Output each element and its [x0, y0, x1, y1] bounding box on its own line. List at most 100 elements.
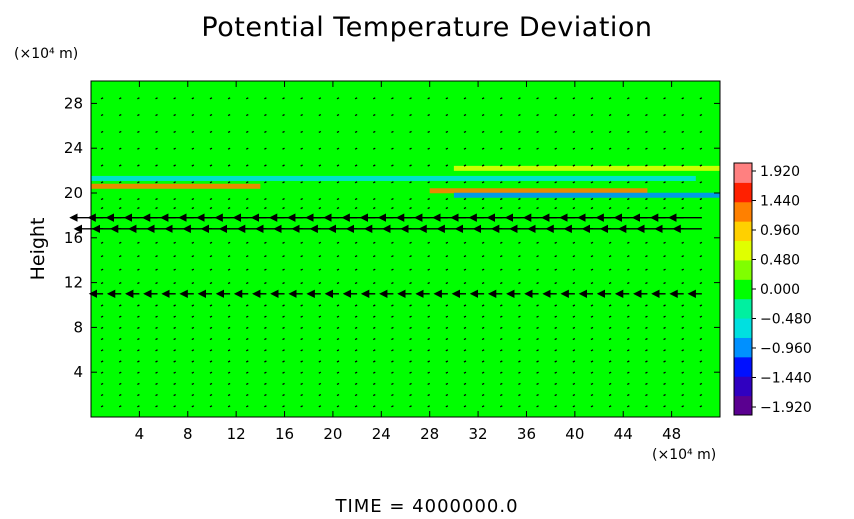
- y-tick-label: 24: [64, 139, 83, 157]
- wind-arrow: [155, 349, 158, 352]
- wind-arrow: [282, 371, 285, 374]
- wind-arrow: [536, 326, 539, 329]
- wind-arrow: [137, 206, 140, 210]
- wind-arrow: [518, 394, 521, 397]
- wind-arrow: [100, 405, 104, 408]
- wind-arrow: [372, 147, 376, 150]
- wind-arrow: [645, 241, 648, 244]
- wind-arrow: [155, 147, 158, 150]
- wind-arrow: [626, 147, 630, 150]
- wind-arrow: [318, 338, 322, 341]
- wind-arrow: [209, 241, 213, 244]
- wind-arrow: [118, 97, 122, 100]
- wind-arrow: [427, 326, 430, 329]
- wind-arrow: [626, 181, 630, 184]
- x-tick-label: 8: [183, 425, 193, 443]
- wind-arrow: [118, 241, 122, 244]
- wind-arrow: [100, 164, 104, 167]
- wind-arrow: [409, 255, 412, 258]
- wind-arrow: [590, 315, 594, 318]
- wind-arrow: [372, 114, 376, 117]
- wind-arrow: [354, 114, 358, 117]
- wind-arrow: [300, 241, 303, 244]
- wind-arrow: [354, 326, 358, 329]
- wind-arrow: [536, 349, 539, 352]
- wind-arrow: [245, 255, 249, 258]
- wind-arrow: [663, 147, 666, 150]
- wind-arrow: [427, 206, 430, 210]
- wind-arrow: [354, 371, 358, 374]
- wind-arrow: [155, 338, 158, 341]
- wind-arrow: [427, 405, 430, 408]
- wind-arrow: [445, 268, 449, 271]
- wind-arrow: [481, 268, 485, 271]
- wind-arrow: [681, 315, 685, 318]
- wind-arrow: [626, 241, 630, 244]
- colorbar-swatch: [734, 201, 752, 222]
- wind-arrow: [391, 349, 394, 352]
- wind-arrow: [554, 97, 557, 100]
- wind-arrow: [118, 304, 122, 307]
- wind-arrow: [608, 326, 612, 329]
- wind-arrow: [699, 371, 703, 374]
- wind-arrow: [173, 181, 176, 184]
- wind-arrow: [572, 326, 576, 329]
- wind-arrow: [118, 382, 122, 385]
- wind-arrow: [227, 268, 231, 271]
- wind-arrow: [118, 349, 122, 352]
- colorbar-swatch: [734, 356, 752, 377]
- wind-arrow: [536, 282, 539, 285]
- wind-arrow: [336, 147, 340, 150]
- wind-arrow: [336, 282, 340, 285]
- wind-arrow: [681, 241, 685, 244]
- wind-arrow: [245, 304, 249, 307]
- wind-arrow: [699, 206, 703, 210]
- wind-arrow: [391, 360, 394, 363]
- wind-arrow: [318, 282, 322, 285]
- wind-arrow: [391, 97, 394, 100]
- wind-arrow: [245, 147, 249, 150]
- wind-arrow: [100, 114, 104, 117]
- wind-arrow: [681, 326, 685, 329]
- wind-arrow: [137, 315, 140, 318]
- wind-arrow: [481, 394, 485, 397]
- wind-arrow: [445, 315, 449, 318]
- wind-arrow: [209, 181, 213, 184]
- wind-arrow: [372, 371, 376, 374]
- wind-arrow: [318, 360, 322, 363]
- wind-arrow: [518, 147, 521, 150]
- wind-arrow: [518, 241, 521, 244]
- wind-arrow: [264, 382, 267, 385]
- wind-arrow: [663, 282, 666, 285]
- wind-arrow: [626, 394, 630, 397]
- wind-arrow: [137, 371, 140, 374]
- wind-arrow: [463, 382, 467, 385]
- wind-arrow: [590, 326, 594, 329]
- wind-arrow: [209, 405, 213, 408]
- wind-arrow: [118, 147, 122, 150]
- wind-arrow: [336, 206, 340, 210]
- wind-arrow: [282, 349, 285, 352]
- wind-arrow: [681, 349, 685, 352]
- wind-arrow: [518, 304, 521, 307]
- wind-arrow: [499, 326, 503, 329]
- wind-arrow: [681, 382, 685, 385]
- wind-arrow: [499, 130, 503, 133]
- wind-arrow: [137, 349, 140, 352]
- wind-arrow: [100, 206, 104, 210]
- wind-arrow: [699, 315, 703, 318]
- wind-arrow: [427, 268, 430, 271]
- wind-arrow: [699, 268, 703, 271]
- wind-arrow: [463, 304, 467, 307]
- wind-arrow: [427, 360, 430, 363]
- wind-arrow: [155, 304, 158, 307]
- wind-arrow: [372, 130, 376, 133]
- wind-arrow: [645, 338, 648, 341]
- wind-arrow: [391, 206, 394, 210]
- wind-arrow: [681, 394, 685, 397]
- wind-arrow: [463, 255, 467, 258]
- wind-arrow: [445, 114, 449, 117]
- wind-arrow: [409, 268, 412, 271]
- wind-arrow: [282, 338, 285, 341]
- wind-arrow: [209, 206, 213, 210]
